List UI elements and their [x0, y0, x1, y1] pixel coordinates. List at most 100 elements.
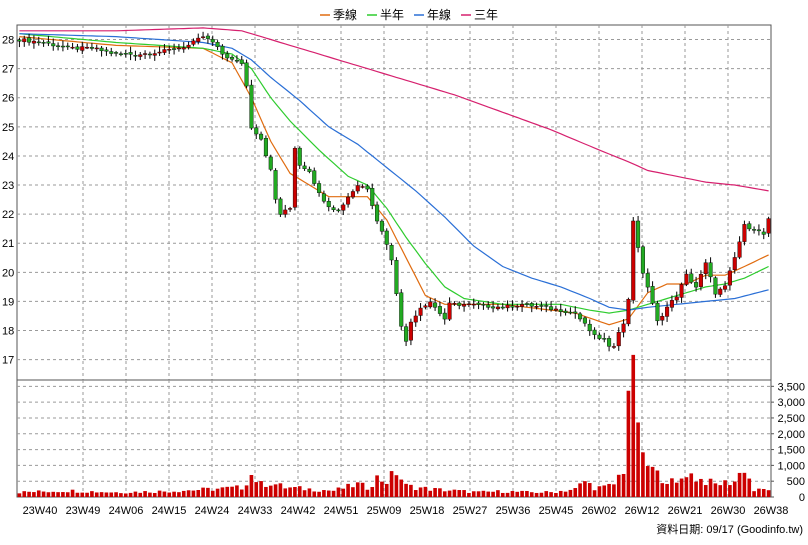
- candle-body: [389, 244, 394, 261]
- candle-body: [500, 306, 505, 309]
- x-tick-label: 26W38: [754, 505, 789, 517]
- volume-bar: [283, 488, 288, 497]
- candle-body: [413, 315, 418, 323]
- candle-body: [660, 316, 665, 321]
- candle-body: [326, 201, 331, 208]
- volume-bars: [17, 354, 771, 497]
- candle-body: [36, 41, 41, 44]
- volume-bar: [249, 474, 254, 497]
- candle-body: [355, 185, 360, 192]
- price-tick-label: 24: [2, 151, 14, 163]
- candle-body: [336, 209, 341, 212]
- candle-body: [689, 273, 694, 283]
- volume-bar: [75, 492, 80, 497]
- candle-body: [723, 285, 728, 290]
- legend-label: 三年: [474, 8, 498, 22]
- volume-bar: [645, 466, 650, 497]
- volume-bar: [737, 472, 742, 497]
- price-tick-label: 17: [2, 355, 14, 367]
- volume-bar: [128, 492, 133, 497]
- volume-bar: [138, 492, 143, 497]
- volume-bar: [297, 486, 302, 497]
- candle-body: [143, 53, 148, 55]
- volume-bar: [641, 452, 645, 497]
- volume-bar: [679, 478, 684, 497]
- volume-bar: [515, 491, 520, 497]
- volume-bar: [554, 492, 558, 497]
- volume-bar: [365, 489, 370, 497]
- volume-bar: [476, 491, 481, 497]
- candle-body: [737, 241, 742, 258]
- volume-bar: [157, 490, 162, 497]
- volume-bar: [660, 483, 665, 497]
- candle-body: [549, 306, 554, 310]
- candle-body: [196, 37, 201, 42]
- candle-body: [394, 260, 399, 295]
- volume-bar: [616, 474, 621, 497]
- volume-bar: [133, 491, 138, 497]
- candle-body: [428, 301, 433, 308]
- volume-bar: [341, 488, 346, 497]
- price-tick-label: 21: [2, 238, 14, 250]
- volume-bar: [757, 488, 761, 497]
- x-tick-label: 24W06: [109, 505, 144, 517]
- volume-bar: [471, 491, 476, 497]
- price-tick-label: 23: [2, 180, 14, 192]
- volume-bar: [167, 492, 172, 497]
- volume-bar: [172, 491, 176, 497]
- price-tick-label: 26: [2, 93, 14, 105]
- candle-body: [384, 230, 389, 245]
- volume-bar: [326, 490, 331, 497]
- price-axis: 17 18 19 20 21 22 23 24 25 26 27 28: [2, 35, 14, 367]
- volume-bar: [481, 490, 486, 497]
- candle-body: [278, 198, 283, 215]
- candle-body: [109, 51, 114, 54]
- volume-bar: [703, 485, 708, 497]
- volume-bar: [500, 492, 505, 497]
- volume-bar: [655, 470, 660, 497]
- candle-body: [375, 204, 380, 222]
- volume-bar: [225, 486, 230, 497]
- candle-body: [718, 288, 723, 295]
- candle-body: [592, 329, 597, 335]
- volume-bar: [254, 482, 259, 497]
- volume-bar: [689, 473, 694, 497]
- x-tick-label: 26W21: [668, 505, 703, 517]
- volume-bar: [447, 490, 452, 497]
- volume-bar: [177, 492, 181, 497]
- candle-body: [752, 229, 757, 231]
- candle-body: [317, 183, 322, 193]
- candle-body: [573, 311, 578, 314]
- candle-body: [447, 302, 452, 320]
- candle-body: [51, 43, 56, 47]
- volume-bar: [302, 490, 307, 497]
- volume-bar: [307, 488, 312, 497]
- candle-body: [249, 84, 254, 129]
- volume-bar: [761, 489, 766, 497]
- volume-bar: [317, 491, 321, 497]
- candle-body: [259, 133, 264, 140]
- candle-body: [544, 305, 549, 307]
- candle-body: [239, 59, 244, 64]
- candle-body: [631, 220, 636, 301]
- x-tick-label: 25W45: [539, 505, 574, 517]
- candle-body: [611, 346, 616, 348]
- volume-bar: [32, 492, 36, 497]
- volume-bar: [152, 493, 157, 497]
- volume-bar: [457, 490, 462, 497]
- candle-body: [399, 292, 404, 327]
- candle-body: [520, 304, 525, 307]
- candle-body: [578, 313, 583, 320]
- candle-body: [215, 42, 220, 47]
- volume-bar: [109, 492, 114, 497]
- candle-body: [665, 306, 670, 317]
- candle-body: [123, 53, 128, 55]
- volume-bar: [196, 490, 201, 497]
- candle-body: [302, 165, 307, 169]
- candle-body: [452, 303, 457, 305]
- candle-body: [457, 302, 462, 306]
- ma-line-季線: [19, 36, 769, 326]
- candle-body: [747, 223, 752, 230]
- legend-label: 半年: [380, 8, 404, 22]
- volume-bar: [413, 490, 418, 497]
